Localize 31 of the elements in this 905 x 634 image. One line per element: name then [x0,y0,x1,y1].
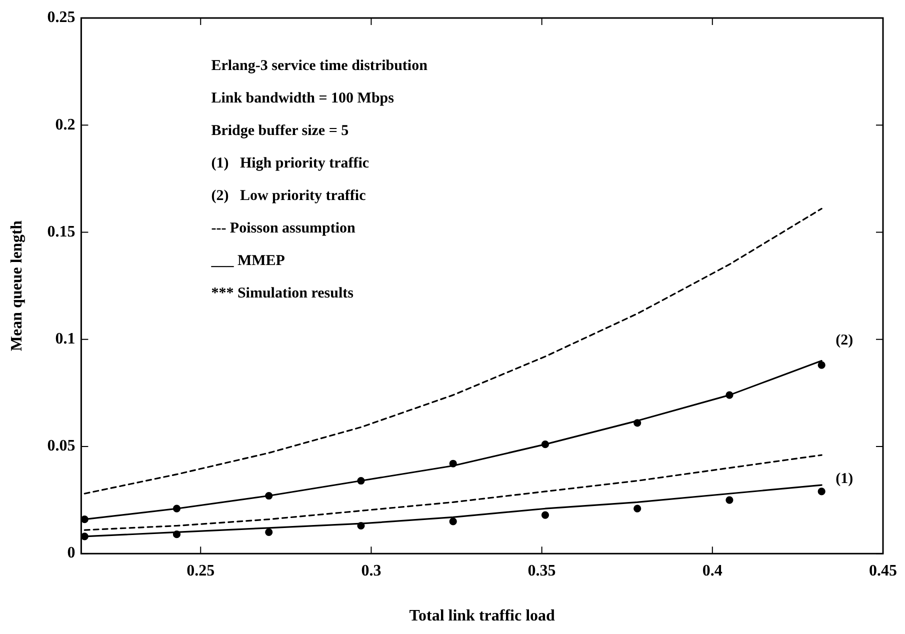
x-axis-title: Total link traffic load [409,608,556,625]
annotation: *** Simulation results [211,285,354,302]
y-tick-label: 0 [67,544,76,562]
annotation: Erlang-3 service time distribution [211,58,428,74]
series-label: (1) [836,470,854,487]
x-tick-label: 0.3 [361,562,382,580]
y-tick-label: 0.25 [47,9,76,26]
annotation: (1) High priority traffic [211,155,370,172]
y-tick-label: 0.05 [47,438,76,455]
y-tick-label: 0.1 [55,330,76,348]
x-tick-label: 0.4 [702,562,722,580]
y-tick-label: 0.2 [55,116,76,134]
point [818,488,826,496]
annotation: Bridge buffer size = 5 [211,122,349,139]
line-series [84,208,822,494]
point [449,518,457,526]
annotation: ___ MMEP [210,252,285,269]
x-tick-label: 0.35 [528,562,556,580]
point [726,496,734,504]
x-tick-label: 0.45 [869,562,897,580]
annotation: (2) Low priority traffic [211,188,366,204]
point [634,504,642,512]
y-axis-title: Mean queue length [8,220,26,352]
point [541,511,550,519]
point [265,528,273,536]
x-tick-label: 0.25 [186,562,215,580]
legend-label: (2) [836,332,854,349]
y-tick-label: 0.15 [47,223,76,240]
annotation: Link bandwidth = 100 Mbps [211,90,394,106]
point [818,361,826,369]
annotation: --- Poisson assumption [211,220,356,236]
